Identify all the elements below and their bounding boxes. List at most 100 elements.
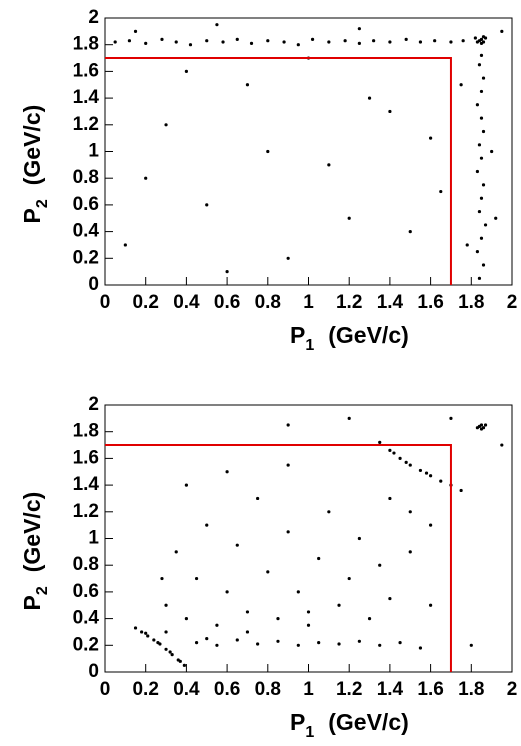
point xyxy=(178,659,182,663)
point xyxy=(494,216,498,220)
y-tick-label: 1 xyxy=(88,528,99,549)
point xyxy=(266,149,270,154)
point xyxy=(347,576,351,581)
x-tick-label: 1.4 xyxy=(377,292,404,313)
point xyxy=(256,642,260,646)
point xyxy=(337,642,341,646)
point xyxy=(317,641,321,645)
point xyxy=(194,641,199,645)
cut-line xyxy=(105,57,452,285)
point xyxy=(188,43,193,47)
y-tick-label: 2 xyxy=(88,394,99,415)
point xyxy=(418,646,423,650)
point xyxy=(475,250,480,254)
point xyxy=(475,426,480,430)
point xyxy=(296,43,300,47)
point xyxy=(392,451,396,455)
point xyxy=(378,440,382,444)
point xyxy=(146,634,150,638)
point xyxy=(479,427,484,431)
y-tick-label: 0.6 xyxy=(73,194,99,215)
point xyxy=(245,610,250,614)
point xyxy=(327,510,331,514)
point xyxy=(429,474,433,478)
label-unit: (GeV/c) xyxy=(19,492,45,573)
point xyxy=(215,23,219,27)
point xyxy=(481,35,486,39)
y-tick-label: 1.8 xyxy=(73,421,99,442)
point xyxy=(372,39,376,43)
point xyxy=(266,39,270,43)
point xyxy=(205,523,209,527)
point xyxy=(235,37,239,41)
x-tick-label: 0.6 xyxy=(214,679,240,700)
label-symbol: P xyxy=(19,595,45,610)
point xyxy=(479,423,484,427)
x-tick-label: 1.2 xyxy=(336,679,362,700)
x-tick-label: 1 xyxy=(303,679,314,700)
point xyxy=(347,216,351,220)
point xyxy=(481,263,486,267)
point xyxy=(408,230,412,234)
label-unit: (GeV/c) xyxy=(328,709,409,735)
point xyxy=(310,37,315,41)
x-tick-label: 0.4 xyxy=(173,292,200,313)
point xyxy=(449,40,453,44)
point xyxy=(286,463,290,467)
point xyxy=(276,639,280,643)
point xyxy=(404,460,408,465)
label-symbol: P xyxy=(19,208,45,223)
point xyxy=(449,416,453,420)
point xyxy=(404,37,408,41)
point xyxy=(215,623,219,627)
point xyxy=(418,40,423,44)
point xyxy=(473,36,477,40)
y-tick-label: 0 xyxy=(88,661,99,682)
point xyxy=(215,643,219,647)
label-subscript: 1 xyxy=(305,724,314,741)
point xyxy=(249,41,254,45)
point xyxy=(225,590,229,594)
label-subscript: 2 xyxy=(34,586,51,595)
point xyxy=(174,40,178,44)
x-label: P1 (GeV/c) xyxy=(290,709,409,741)
point xyxy=(477,276,482,280)
point xyxy=(388,596,392,601)
point xyxy=(286,256,290,260)
point xyxy=(500,443,504,447)
point xyxy=(245,630,250,634)
point xyxy=(347,416,351,420)
y-tick-label: 1 xyxy=(88,141,99,162)
y-tick-label: 0.6 xyxy=(73,581,99,602)
point xyxy=(408,550,412,554)
point xyxy=(168,650,172,654)
point xyxy=(144,41,148,45)
point xyxy=(367,96,372,100)
x-tick-label: 0.2 xyxy=(132,292,158,313)
point xyxy=(127,39,132,43)
point xyxy=(144,176,148,180)
point xyxy=(152,638,156,642)
point xyxy=(343,39,347,43)
point xyxy=(156,641,160,645)
point xyxy=(475,103,480,107)
point xyxy=(483,423,488,427)
point xyxy=(479,41,484,45)
point xyxy=(160,576,164,581)
point xyxy=(317,556,321,561)
cut-line xyxy=(105,444,452,672)
point xyxy=(367,617,372,621)
label-symbol: P xyxy=(290,322,305,348)
point xyxy=(205,637,209,641)
panel: 0 0.2 0.4 0.6 0.8 1 1.2 1.4 1.6 1.8 2 0 0.2 0.4 0.6 0.8… xyxy=(19,7,517,354)
label-symbol: P xyxy=(290,709,305,735)
point xyxy=(424,471,429,475)
point xyxy=(429,603,433,607)
point xyxy=(388,496,392,501)
point xyxy=(479,196,484,200)
x-tick-label: 1.6 xyxy=(417,292,443,313)
point xyxy=(483,223,488,227)
point xyxy=(475,169,480,174)
x-tick-label: 0.8 xyxy=(255,679,281,700)
